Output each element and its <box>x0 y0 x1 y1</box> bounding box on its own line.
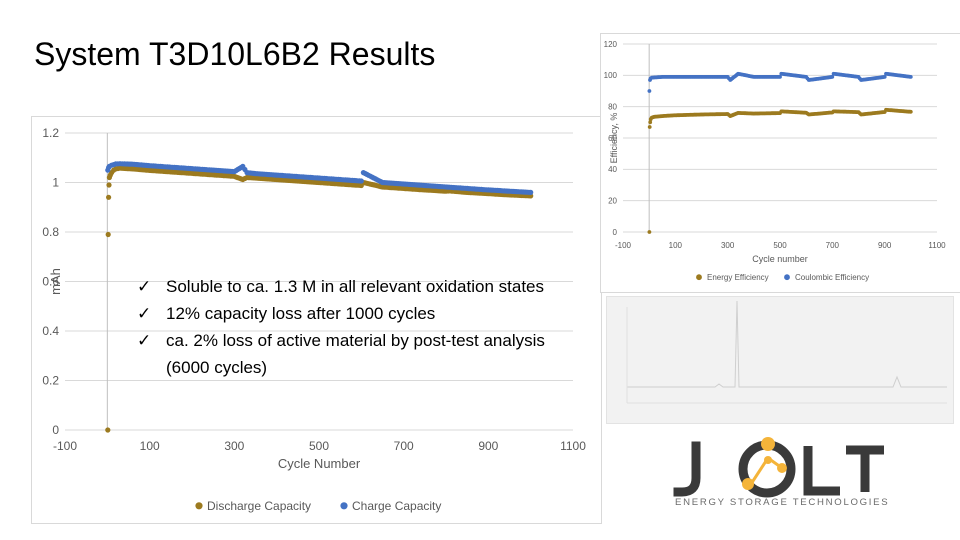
x-tick-label: 700 <box>826 241 840 250</box>
legend-label: Discharge Capacity <box>207 499 311 513</box>
y-tick-label: 100 <box>604 71 618 80</box>
bullet-text: 12% capacity loss after 1000 cycles <box>166 304 436 323</box>
x-tick-label: 700 <box>394 439 414 453</box>
data-point <box>778 75 782 79</box>
data-point <box>647 230 652 234</box>
jolt-logo <box>673 437 884 498</box>
data-point <box>830 75 835 79</box>
x-axis-title: Cycle number <box>752 254 808 264</box>
efficiency-chart-svg: 0 20 40 60 80 100 120 -100 100 300 500 700 900 1100 Cy… <box>604 40 947 282</box>
capacity-chart: 0 0.2 0.4 0.6 0.8 1 1.2 -100 100 300 500 700 900 1100… <box>31 116 602 524</box>
y-tick-label: 60 <box>608 134 617 143</box>
check-icon: ✓ <box>137 304 152 323</box>
bullet-item: ✓ 12% capacity loss after 1000 cycles <box>137 300 557 327</box>
slide-title: System T3D10L6B2 Results <box>34 36 436 72</box>
y-tick-label: 0.6 <box>42 275 59 289</box>
y-tick-label: 0.8 <box>42 225 59 239</box>
y-tick-label: 20 <box>608 196 617 205</box>
y-tick-label: 0.2 <box>42 374 59 388</box>
x-tick-label: 100 <box>140 439 160 453</box>
check-icon: ✓ <box>137 331 152 350</box>
logo-tagline: ENERGY STORAGE TECHNOLOGIES <box>675 497 890 508</box>
x-tick-label: 300 <box>721 241 735 250</box>
spectrum-trace <box>626 300 947 404</box>
x-tick-label: 500 <box>309 439 329 453</box>
x-tick-label: -100 <box>53 439 77 453</box>
data-point <box>528 189 534 195</box>
data-point <box>105 231 111 238</box>
legend-marker <box>696 274 702 281</box>
data-point <box>908 75 913 79</box>
legend-label: Charge Capacity <box>352 499 441 513</box>
y-tick-label: 0.4 <box>42 324 59 338</box>
legend-label: Coulombic Efficiency <box>795 273 869 282</box>
check-icon: ✓ <box>137 277 152 296</box>
x-tick-label: 1100 <box>928 241 946 250</box>
data-point <box>106 194 112 200</box>
legend-marker <box>195 502 203 510</box>
x-tick-label: 100 <box>669 241 683 250</box>
y-tick-label: 0 <box>613 228 618 237</box>
efficiency-chart: 0 20 40 60 80 100 120 -100 100 300 500 700 900 1100 Cy… <box>600 33 960 293</box>
results-bullet-list: ✓ Soluble to ca. 1.3 M in all relevant o… <box>137 273 557 381</box>
capacity-chart-svg: 0 0.2 0.4 0.6 0.8 1 1.2 -100 100 300 500 700 900 1100… <box>42 126 586 513</box>
y-axis-title: mAh <box>48 268 63 295</box>
legend-marker <box>340 502 348 510</box>
bullet-text: ca. 2% loss of active material by post-t… <box>166 331 545 377</box>
x-axis-title: Cycle Number <box>278 456 361 471</box>
data-point <box>358 178 364 184</box>
y-tick-label: 120 <box>604 40 618 49</box>
spectrum-image <box>606 296 954 424</box>
y-tick-label: 1.2 <box>42 126 59 140</box>
legend-marker <box>784 274 790 281</box>
y-tick-label: 80 <box>608 102 617 111</box>
data-point <box>908 109 913 114</box>
x-tick-label: 500 <box>773 241 787 250</box>
y-tick-label: 0 <box>52 423 59 437</box>
data-point <box>105 427 111 433</box>
y-axis-title: Efficiency, % <box>609 113 619 164</box>
legend-label: Energy Efficiency <box>707 273 769 282</box>
bullet-item: ✓ Soluble to ca. 1.3 M in all relevant o… <box>137 273 557 300</box>
data-point <box>648 120 653 125</box>
data-point <box>647 125 652 129</box>
x-tick-label: -100 <box>615 241 632 250</box>
x-tick-label: 300 <box>224 439 244 453</box>
data-point <box>106 182 112 188</box>
bullet-item: ✓ ca. 2% loss of active material by post… <box>137 327 557 381</box>
x-tick-label: 900 <box>878 241 892 250</box>
y-tick-label: 40 <box>608 165 617 174</box>
bullet-text: Soluble to ca. 1.3 M in all relevant oxi… <box>166 277 544 296</box>
x-tick-label: 1100 <box>560 439 586 453</box>
data-point <box>882 75 887 79</box>
x-tick-label: 900 <box>478 439 498 453</box>
data-point <box>647 89 652 93</box>
y-tick-label: 1 <box>52 176 59 190</box>
